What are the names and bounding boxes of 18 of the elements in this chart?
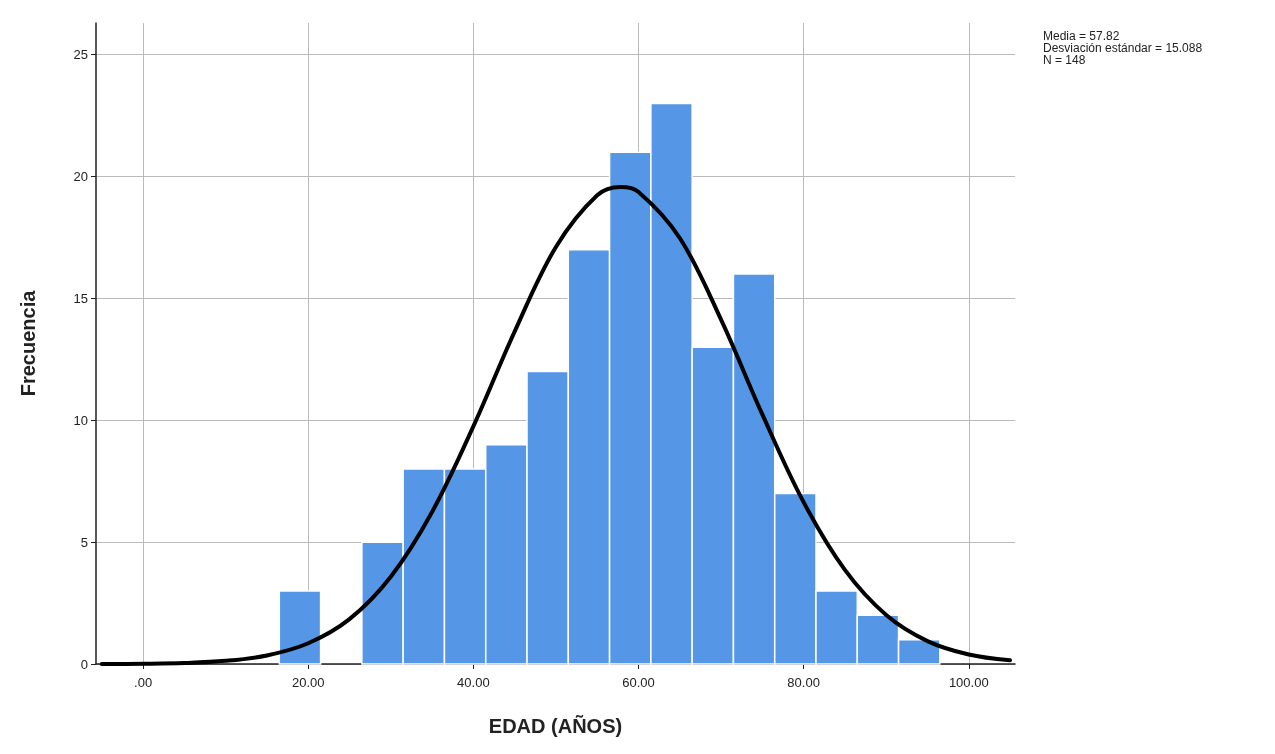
y-tick-label: 20 <box>73 169 88 185</box>
text: Desviación estándar = 15.088 <box>1043 41 1203 55</box>
y-tick-label: 15 <box>73 290 88 306</box>
line-series <box>99 185 1013 666</box>
x-tick-label: 20.00 <box>291 675 325 690</box>
y-tick-label: 25 <box>73 47 88 63</box>
x-tick-label: 60.00 <box>622 675 655 690</box>
y-tick-label: 10 <box>73 412 88 428</box>
x-axis-title: EDAD (AÑOS) <box>488 715 623 737</box>
text: N = 148 <box>1043 53 1086 67</box>
y-axis-title: Frecuencia <box>17 289 39 397</box>
x-tick-label: .00 <box>134 675 153 690</box>
x-tick-label: 100.00 <box>948 675 989 690</box>
x-tick-label: 40.00 <box>457 675 490 690</box>
y-tick-label: 5 <box>80 534 88 550</box>
x-tick-label: 80.00 <box>787 675 820 690</box>
y-tick-label: 0 <box>80 656 88 672</box>
text: Media = 57.82 <box>1043 29 1120 43</box>
